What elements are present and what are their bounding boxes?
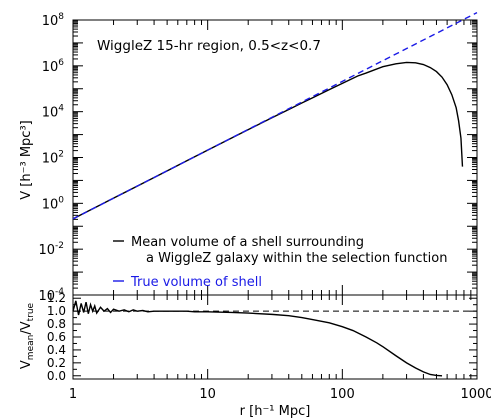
bottom-y-tick-label: 0.0 [47,369,66,383]
bottom-y-tick-label: 1.0 [47,304,66,318]
bottom-panel: 0.00.20.40.60.81.01.2 1 10 100 1000 Vmean/V… [19,291,491,419]
top-y-tick-label: 10-2 [38,241,64,258]
mean-volume-line [72,61,464,220]
bottom-x-ticks [72,295,478,379]
bottom-y-tick-labels: 0.00.20.40.60.81.01.2 [47,291,66,383]
top-y-tick-label: 100 [42,195,65,212]
top-x-ticks [72,20,478,295]
region-annotation: WiggleZ 15-hr region, 0.5<z<0.7 [97,38,321,54]
bottom-y-tick-label: 0.8 [47,317,66,331]
top-panel: 10-4 10-2 100 102 104 106 108 WiggleZ 15-hr re… [19,11,478,304]
top-y-tick-labels: 10-4 10-2 100 102 104 106 108 [38,12,64,304]
top-y-tick-label: 10-4 [38,287,64,304]
x-tick-label: 100 [330,387,355,402]
top-y-ticks [73,19,477,296]
top-y-tick-label: 102 [42,150,64,167]
legend-entry-mean-volume-line1: Mean volume of a shell surrounding [131,235,364,250]
bottom-y-tick-label: 1.2 [47,291,66,305]
x-tick-labels: 1 10 100 1000 [69,387,491,402]
top-y-axis-label: V [h⁻³ Mpc³] [19,120,34,199]
legend-entry-mean-volume-line2: a WiggleZ galaxy within the selection fu… [146,251,447,266]
true-volume-line [72,11,478,220]
top-series-group [72,11,478,220]
bottom-y-tick-label: 0.6 [47,330,66,344]
legend: Mean volume of a shell surrounding a Wig… [113,235,447,290]
bottom-y-tick-label: 0.2 [47,356,66,370]
x-axis-title: r [h⁻¹ Mpc] [240,404,311,419]
x-tick-label: 1000 [460,387,491,402]
top-y-tick-label: 104 [42,104,65,121]
bottom-series-group [72,300,477,377]
bottom-y-tick-label: 0.4 [47,343,66,357]
top-y-tick-label: 108 [42,12,65,29]
x-tick-label: 10 [199,387,216,402]
bottom-y-axis-title: Vmean/Vtrue [19,302,36,369]
legend-entry-true-volume: True volume of shell [130,275,262,290]
volume-ratio-line [72,300,443,377]
x-tick-label: 1 [69,387,77,402]
top-y-tick-label: 106 [42,58,65,75]
top-y-axis-title: V [h⁻³ Mpc³] [19,120,34,199]
